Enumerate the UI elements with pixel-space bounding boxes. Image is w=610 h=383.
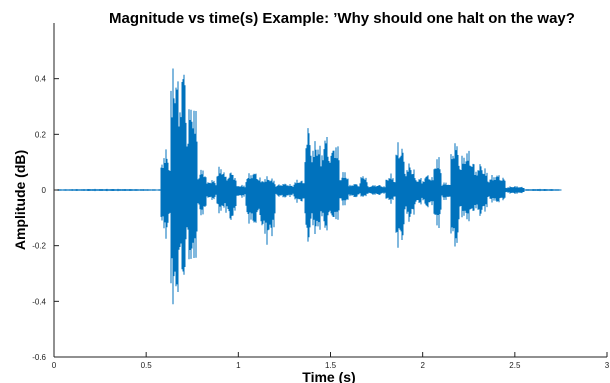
y-tick-label: -0.2	[32, 242, 46, 251]
x-tick-label: 2	[420, 361, 425, 370]
y-axis: -0.6 -0.4 -0.2 0 0.2 0.4	[32, 23, 59, 362]
y-tick-label: -0.4	[32, 297, 46, 306]
x-tick-label: 3	[605, 361, 610, 370]
y-tick-label: 0	[42, 186, 47, 195]
x-tick-label: 2.5	[509, 361, 521, 370]
y-tick-label: 0.4	[35, 75, 47, 84]
x-tick-label: 1	[236, 361, 241, 370]
y-axis-label: Amplitude (dB)	[12, 150, 28, 250]
x-axis-label: Time (s)	[302, 369, 355, 383]
waveform-line	[53, 68, 562, 305]
x-tick-label: 0	[52, 361, 57, 370]
plot-area	[53, 68, 562, 305]
chart-title: Magnitude vs time(s) Example: ’Why shoul…	[109, 10, 575, 27]
x-tick-label: 1.5	[325, 361, 337, 370]
y-tick-label: -0.6	[32, 353, 46, 362]
y-tick-label: 0.2	[35, 130, 47, 139]
x-axis: 0 0.5 1 1.5 2 2.5 3	[52, 352, 610, 370]
x-tick-label: 0.5	[141, 361, 153, 370]
